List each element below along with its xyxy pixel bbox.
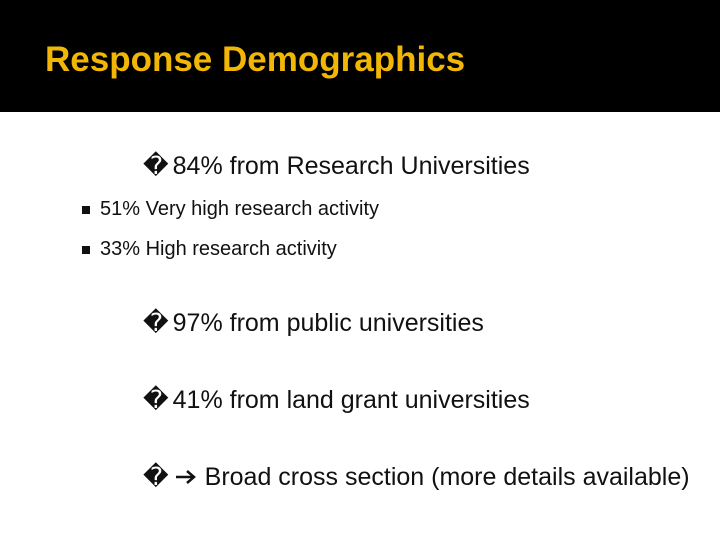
- bullet-text: 41% from land grant universities: [172, 385, 530, 414]
- bullet: � Broad cross section (more details avai…: [143, 462, 690, 492]
- bullet-marker: �: [143, 386, 169, 414]
- bullet-marker: �: [143, 152, 169, 180]
- bullet-marker: �: [143, 463, 169, 491]
- arrow-icon: [175, 470, 196, 484]
- bullet-text: 84% from Research Universities: [172, 151, 530, 180]
- bullet-text: 97% from public universities: [172, 308, 484, 337]
- bullet: � 84% from Research Universities: [143, 151, 530, 181]
- header-bar: Response Demographics: [0, 0, 720, 112]
- square-bullet: [82, 245, 90, 254]
- sub-bullet: 51% Very high research activity: [82, 198, 379, 221]
- bullet-marker: �: [143, 309, 169, 337]
- sub-bullet-text: 33% High research activity: [100, 238, 337, 260]
- bullet: � 41% from land grant universities: [143, 385, 530, 415]
- bullet-text: Broad cross section (more details availa…: [204, 462, 690, 491]
- square-bullet: [82, 205, 90, 214]
- bullet: � 97% from public universities: [143, 308, 484, 338]
- sub-bullet-text: 51% Very high research activity: [100, 198, 380, 220]
- slide-title: Response Demographics: [45, 40, 466, 79]
- sub-bullet: 33% High research activity: [82, 238, 337, 261]
